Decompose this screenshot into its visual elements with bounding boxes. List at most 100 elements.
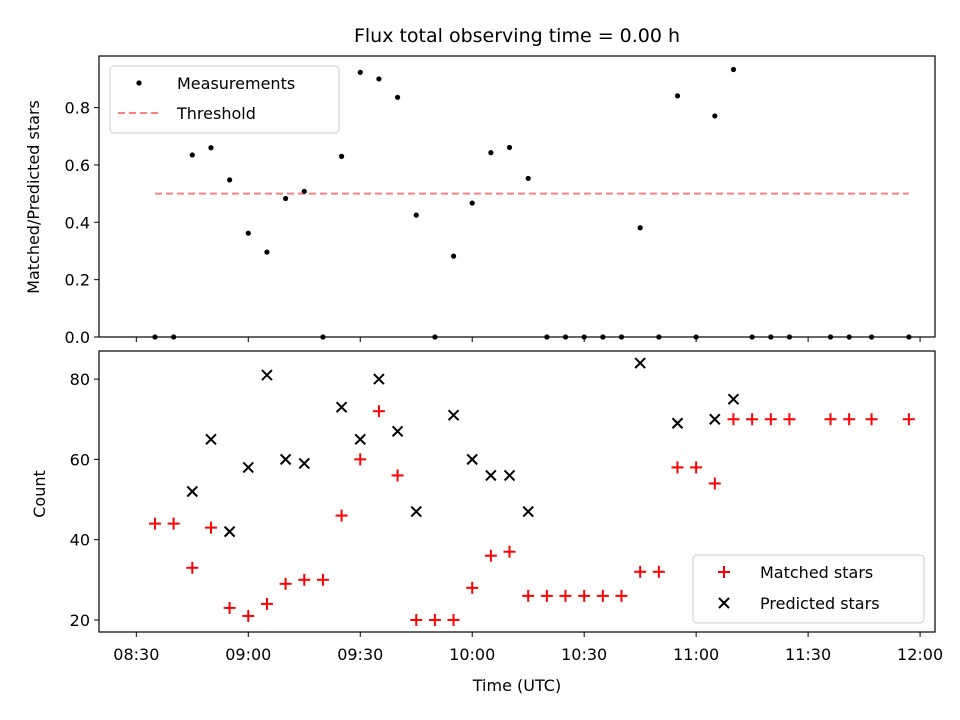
matched-star-point [727, 413, 740, 426]
bottom-y-tick-label: 80 [70, 370, 90, 389]
top-legend-box [109, 65, 340, 134]
x-axis-label: Time (UTC) [472, 676, 561, 695]
matched-star-point [746, 413, 759, 426]
predicted-legend-marker [718, 597, 730, 609]
predicted-star-point [223, 525, 236, 538]
x-tick-label: 09:00 [225, 645, 271, 664]
matched-star-point [372, 405, 385, 418]
matched-star-point [634, 565, 647, 578]
measurement-point [394, 94, 401, 100]
predicted-star-point [447, 409, 460, 421]
top-plot-frame [98, 55, 936, 338]
matched-star-point [578, 589, 591, 602]
top-y-ticks: 0.0 0.2 0.4 0.6 0.8 [65, 99, 99, 347]
measurement-point [227, 177, 233, 183]
measurement-point [189, 152, 195, 158]
matched-star-point [559, 589, 572, 602]
predicted-star-point [242, 461, 254, 474]
matched-star-point [204, 521, 217, 534]
bottom-legend-box [692, 554, 925, 624]
matched-star-point [843, 413, 856, 426]
matched-star-point [279, 577, 292, 590]
bottom-y-tick-label: 20 [70, 611, 90, 630]
x-tick-label: 08:30 [113, 645, 159, 664]
top-y-tick-label: 0.6 [65, 156, 90, 175]
matched-star-point [764, 413, 777, 426]
matched-star-point [865, 413, 878, 426]
matched-star-point [335, 509, 348, 522]
bottom-plot-frame [98, 350, 936, 633]
measurement-point [506, 144, 513, 151]
measurement-point [712, 113, 718, 119]
measurement-point [357, 69, 363, 75]
predicted-star-point [634, 357, 646, 369]
matched-star-point [503, 545, 516, 558]
measurement-point [730, 66, 737, 73]
predicted-star-point [391, 425, 404, 437]
measurement-point [488, 150, 494, 156]
matched-star-point [540, 589, 553, 602]
matched-star-point [354, 453, 367, 466]
matched-star-point [652, 565, 665, 578]
matched-star-point [316, 573, 329, 586]
matched-star-point [260, 597, 273, 610]
predicted-star-point [466, 453, 478, 466]
measurements-legend-marker [136, 80, 142, 86]
matched-star-point [428, 613, 441, 626]
x-tick-label: 10:00 [449, 645, 495, 664]
measurement-point [674, 93, 681, 99]
matched-star-point [298, 573, 311, 586]
predicted-star-point [727, 393, 740, 405]
predicted-star-point [205, 433, 217, 446]
predicted-star-point [186, 485, 199, 498]
measurement-point [264, 249, 270, 255]
predicted-star-point [261, 369, 273, 381]
predicted-star-point [522, 505, 534, 518]
measurement-point [413, 212, 419, 218]
measurements-legend-label: Measurements [177, 74, 295, 93]
matched-star-point [671, 461, 684, 474]
x-tick-label: 12:00 [897, 645, 943, 664]
predicted-star-point [335, 401, 348, 413]
bottom-y-ticks: 20 40 60 80 [70, 370, 99, 630]
matched-star-point [824, 413, 837, 426]
top-y-tick-label: 0.8 [65, 99, 90, 118]
bottom-y-tick-label: 40 [70, 531, 90, 550]
top-x-ticks [135, 337, 921, 342]
measurement-point [376, 76, 382, 82]
predicted-star-point [503, 469, 516, 482]
matched-star-point [447, 613, 460, 626]
predicted-star-point [671, 417, 684, 429]
measurement-points [152, 66, 912, 340]
matched-star-point [783, 413, 796, 426]
matched-star-point [391, 469, 404, 482]
measurement-point [637, 225, 643, 231]
matched-star-point [596, 589, 609, 602]
matched-star-point [690, 461, 703, 474]
measurement-point [245, 230, 251, 236]
predicted-star-point [485, 469, 497, 482]
predicted-legend-label: Predicted stars [760, 594, 880, 613]
matched-star-point [148, 517, 161, 530]
top-y-tick-label: 0.4 [65, 213, 90, 232]
bottom-panel: Count Time (UTC) 20 40 60 80 08:30 09:00 09:3… [30, 350, 943, 695]
matched-star-point [186, 561, 199, 574]
bottom-x-ticks: 08:30 09:00 09:30 10:00 10:30 11:00 11:30 12:00 [113, 632, 943, 664]
top-legend: Measurements Threshold [109, 65, 340, 134]
x-tick-label: 09:30 [337, 645, 383, 664]
bottom-y-axis-label: Count [30, 470, 49, 518]
x-tick-label: 11:30 [785, 645, 831, 664]
predicted-star-point [410, 505, 422, 518]
x-tick-label: 10:30 [561, 645, 607, 664]
x-tick-label: 11:00 [673, 645, 719, 664]
predicted-star-point [709, 413, 721, 425]
chart-title: Flux total observing time = 0.00 h [354, 25, 680, 47]
threshold-legend-label: Threshold [176, 104, 256, 123]
bottom-legend: Matched stars Predicted stars [692, 554, 925, 624]
matched-star-point [708, 477, 721, 490]
top-panel: Flux total observing time = 0.00 h Match… [24, 25, 936, 347]
matched-star-point [615, 589, 628, 602]
measurement-point [338, 153, 345, 159]
matched-star-point [902, 413, 915, 426]
measurement-point [283, 195, 289, 202]
